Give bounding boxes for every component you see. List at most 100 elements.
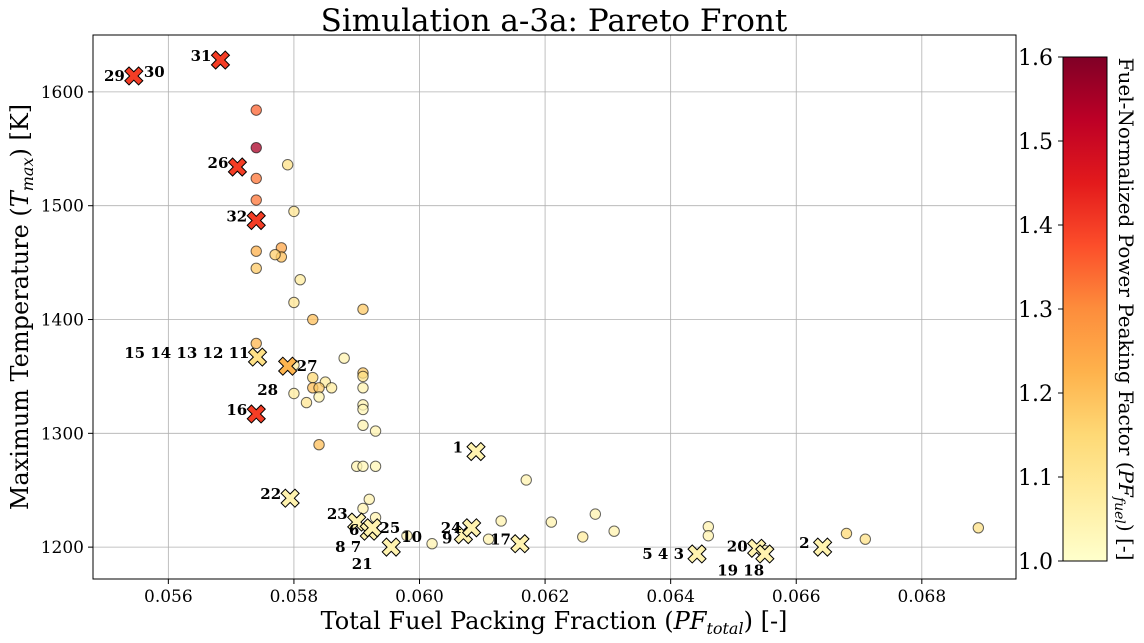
colorbar-tick-label: 1.2 xyxy=(1018,382,1053,407)
y-axis-label: Maximum Temperature (Tmax) [K] xyxy=(6,104,37,510)
front-point-label: 6 xyxy=(349,521,359,539)
y-tick-label: 1300 xyxy=(41,424,84,444)
population-point xyxy=(250,262,262,275)
population-point xyxy=(357,370,369,383)
population-point xyxy=(482,533,495,545)
front-point-label: 8 7 xyxy=(335,538,361,556)
front-point-label: 22 xyxy=(260,485,281,503)
population-point xyxy=(313,391,325,403)
population-point xyxy=(357,382,369,394)
x-axis: 0.056 0.058 0.060 0.062 0.064 0.066 0.068 xyxy=(144,579,946,607)
pareto-marker xyxy=(124,66,144,86)
colorbar-tick-label: 1.3 xyxy=(1018,298,1053,323)
front-point-label: 30 xyxy=(144,63,165,81)
population-point xyxy=(250,172,262,185)
pareto-marker xyxy=(247,347,268,367)
population-point xyxy=(357,403,369,416)
population-point xyxy=(357,502,369,515)
front-point-label: 27 xyxy=(297,357,318,375)
population-point xyxy=(250,194,262,206)
y-tick-label: 1600 xyxy=(41,83,84,103)
plot-frame xyxy=(92,34,1017,580)
x-tick-label: 0.060 xyxy=(395,587,444,607)
front-point-label: 21 xyxy=(352,555,373,573)
front-point-label: 1 xyxy=(453,439,463,457)
pareto-marker xyxy=(227,157,248,177)
x-tick-label: 0.062 xyxy=(521,587,570,607)
front-point-label: 17 xyxy=(490,531,511,549)
colorbar-tick-label: 1.1 xyxy=(1018,466,1053,491)
population-point xyxy=(300,396,313,409)
population-point xyxy=(369,460,382,473)
population-point xyxy=(307,313,319,326)
population-point xyxy=(288,296,300,309)
population-point xyxy=(972,522,985,534)
population-point xyxy=(357,303,369,315)
pareto-marker xyxy=(210,50,231,70)
front-point-label: 24 xyxy=(441,519,462,537)
front-point-label: 20 xyxy=(727,537,748,555)
population-point xyxy=(250,141,262,154)
population-point xyxy=(495,515,507,527)
population-point xyxy=(426,538,438,550)
x-tick-label: 0.066 xyxy=(772,587,821,607)
population-point xyxy=(281,159,294,171)
population-point xyxy=(520,474,532,486)
x-tick-label: 0.058 xyxy=(270,587,319,607)
y-tick-label: 1200 xyxy=(41,538,84,558)
population-point xyxy=(250,104,262,116)
population-point xyxy=(840,527,853,540)
population-point xyxy=(357,460,369,473)
x-axis-label: Total Fuel Packing Fraction (PFtotal) [-… xyxy=(321,607,788,638)
population-point xyxy=(401,530,413,542)
front-point-label: 26 xyxy=(208,154,229,172)
colorbar-tick-label: 1.0 xyxy=(1018,550,1053,575)
front-point-label: 10 xyxy=(401,528,422,546)
front-point-label: 25 xyxy=(379,519,400,537)
population-point xyxy=(859,533,872,545)
colorbar-ticks: 1.0 1.1 1.2 1.3 1.4 1.5 1.6 xyxy=(1018,46,1063,575)
population-point xyxy=(313,439,325,451)
pareto-marker xyxy=(812,537,833,557)
population-point xyxy=(702,530,715,542)
front-point-label: 19 18 xyxy=(717,561,764,579)
y-axis: 1200 1300 1400 1500 1600 xyxy=(41,83,93,558)
pareto-marker xyxy=(381,537,401,557)
colorbar xyxy=(1062,56,1108,562)
colorbar-tick-label: 1.5 xyxy=(1018,130,1053,155)
population-point xyxy=(357,419,369,432)
population-point xyxy=(294,273,306,286)
population-point xyxy=(325,382,338,394)
population-point xyxy=(608,525,620,537)
population-point xyxy=(363,493,375,506)
pareto-marker xyxy=(246,210,266,231)
front-point-label: 31 xyxy=(191,47,212,65)
population-point xyxy=(269,248,281,261)
population-point xyxy=(577,531,589,543)
pareto-marker xyxy=(466,441,486,462)
x-tick-label: 0.064 xyxy=(646,587,695,607)
population-point xyxy=(288,387,300,400)
front-point-label: 32 xyxy=(226,208,247,226)
population-point xyxy=(369,425,382,437)
chart-title: Simulation a-3a: Pareto Front xyxy=(321,3,788,39)
front-point-label: 2 xyxy=(799,534,809,552)
pareto-marker xyxy=(510,534,530,554)
population-point xyxy=(250,245,262,257)
population-point xyxy=(288,205,300,218)
pareto-marker xyxy=(755,544,775,564)
front-point-label: 16 xyxy=(226,401,247,419)
front-point-label: 28 xyxy=(257,381,278,399)
front-point-label: 23 xyxy=(327,505,348,523)
y-tick-label: 1400 xyxy=(41,311,84,331)
front-point-label: 15 14 13 12 11 xyxy=(124,344,249,362)
front-point-label: 5 4 3 xyxy=(642,545,684,563)
colorbar-tick-label: 1.6 xyxy=(1018,46,1053,71)
x-tick-label: 0.068 xyxy=(897,587,946,607)
population-point xyxy=(338,352,350,364)
colorbar-label: Fuel-Normalized Power Peaking Factor (PF… xyxy=(1111,58,1138,561)
colorbar-tick-label: 1.4 xyxy=(1018,214,1053,239)
pareto-marker xyxy=(280,488,300,508)
